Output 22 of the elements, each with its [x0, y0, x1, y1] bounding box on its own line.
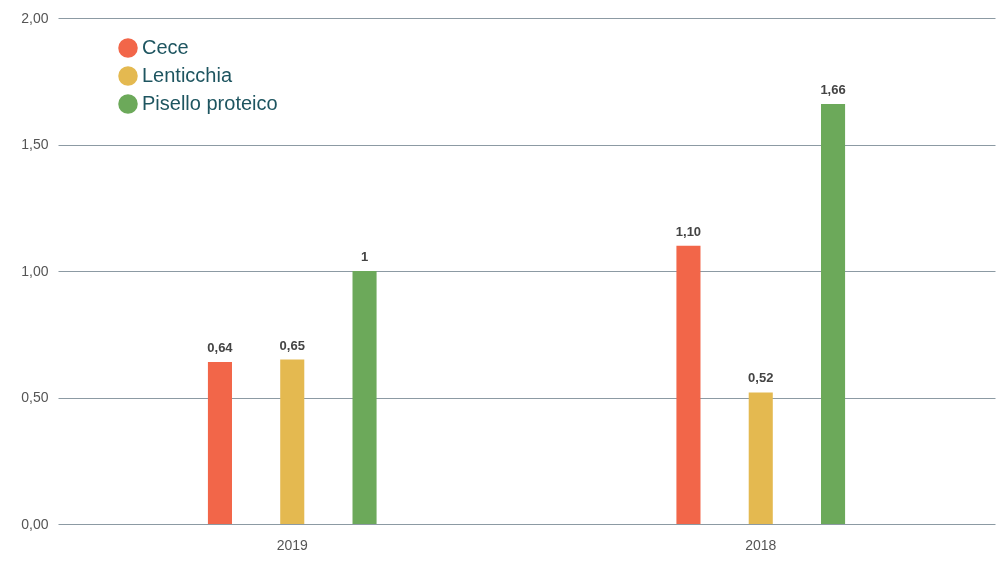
- bar: [821, 104, 846, 524]
- bar: [207, 362, 232, 524]
- legend-label: Pisello proteico: [142, 92, 278, 114]
- y-tick-label: 1,50: [21, 136, 49, 152]
- bar: [676, 245, 701, 524]
- data-label: 1,66: [820, 82, 846, 98]
- data-label: 0,52: [748, 370, 774, 386]
- data-label: 0,64: [207, 340, 234, 356]
- bar: [280, 359, 305, 524]
- y-tick-label: 0,00: [21, 515, 49, 532]
- legend-label: Lenticchia: [142, 64, 233, 86]
- data-label: 1,10: [675, 223, 702, 239]
- y-tick-label: 0,50: [21, 389, 49, 405]
- bar: [352, 271, 377, 524]
- bar: [748, 392, 773, 524]
- y-tick-label: 1,00: [21, 262, 49, 279]
- data-label: 0,65: [279, 337, 305, 353]
- x-tick-label: 2019: [276, 536, 309, 553]
- legend-label: Cece: [142, 36, 189, 58]
- data-label: 1: [360, 249, 369, 264]
- y-tick-label: 2,00: [21, 9, 49, 26]
- x-tick-label: 2018: [745, 536, 777, 553]
